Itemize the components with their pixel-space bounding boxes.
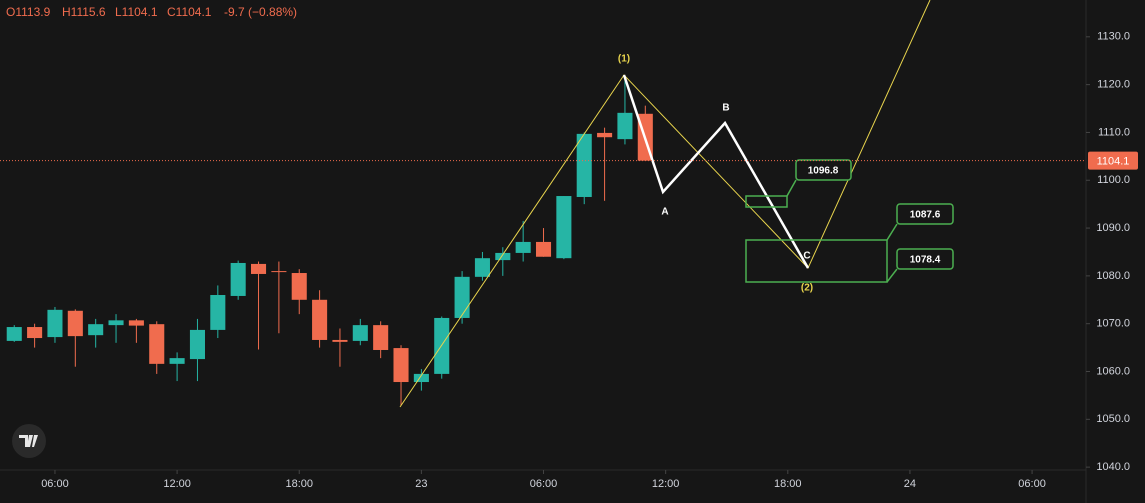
wave-line [399, 0, 931, 408]
header-change: -9.7 (−0.88%) [224, 5, 297, 19]
candle-body [515, 241, 531, 253]
x-tick-label: 12:00 [652, 478, 680, 490]
y-tick-label: 1130.0 [1097, 31, 1130, 43]
x-tick-label: 24 [904, 478, 916, 490]
y-tick-label: 1090.0 [1096, 222, 1130, 234]
candle-body [210, 295, 226, 330]
candle-body [597, 132, 613, 138]
candle-body [271, 271, 287, 273]
logo [12, 424, 46, 458]
candle-body [250, 263, 267, 274]
y-tick-label: 1120.0 [1097, 79, 1130, 91]
callout-box [896, 203, 954, 225]
candle-body [556, 196, 572, 259]
y-tick-label: 1050.0 [1096, 413, 1130, 425]
candle-body [535, 241, 552, 257]
callout-label: 1087.6 [910, 210, 941, 221]
candle-body [27, 327, 43, 339]
candle-body [454, 276, 470, 318]
candle-body [312, 299, 328, 340]
x-tick-label: 06:00 [1018, 478, 1046, 490]
candle-body [189, 329, 205, 360]
header-close: C1104.1 [167, 5, 212, 19]
callout-connector [886, 268, 898, 283]
x-tick-label: 18:00 [285, 478, 313, 490]
candle-body [413, 373, 429, 383]
candle-body [291, 273, 307, 300]
callout-connector [786, 179, 797, 197]
header-low: L1104.1 [115, 5, 158, 19]
header: O1113.9 H1115.6 L1104.1 C1104.1 -9.7 (−0… [6, 5, 297, 19]
candle-body [495, 252, 511, 261]
wave-label: (1) [618, 54, 630, 65]
candle-body [169, 358, 185, 364]
callout-label: 1078.4 [910, 255, 941, 266]
x-tick-label: 12:00 [163, 478, 191, 490]
target-box [745, 195, 788, 208]
callout-connector [886, 223, 898, 241]
candle-body [474, 258, 490, 277]
callout-box [896, 248, 954, 270]
candle-body [88, 324, 104, 336]
candle-body [128, 320, 144, 326]
candle-body [352, 325, 368, 341]
candle-body [617, 112, 633, 140]
callout-box [795, 159, 852, 181]
x-tick-label: 06:00 [530, 478, 558, 490]
candle-body [47, 309, 63, 338]
candle-body [108, 320, 124, 326]
y-tick-label: 1110.0 [1098, 126, 1130, 138]
candle-body [393, 348, 409, 383]
header-open: O1113.9 [6, 5, 51, 19]
target-box [745, 239, 888, 283]
candle-body [149, 324, 165, 364]
last-price-label: 1104.1 [1097, 156, 1130, 168]
y-tick-label: 1070.0 [1096, 318, 1130, 330]
candle-body [67, 310, 83, 337]
x-tick-label: 23 [415, 478, 427, 490]
y-tick-label: 1040.0 [1096, 461, 1130, 473]
header-high: H1115.6 [62, 5, 106, 19]
y-tick-label: 1080.0 [1096, 270, 1130, 282]
wave-label: (2) [801, 283, 813, 294]
wave-label: A [661, 207, 668, 218]
candle-body [332, 339, 348, 342]
x-tick-label: 06:00 [41, 478, 69, 490]
candle-body [6, 327, 22, 341]
y-tick-label: 1060.0 [1096, 365, 1130, 377]
last-price-box [1088, 151, 1138, 170]
candle-body [373, 325, 389, 350]
logo-mark [19, 435, 38, 447]
callout-label: 1096.8 [808, 166, 839, 177]
candle-body [230, 262, 246, 296]
wave-label: C [803, 251, 810, 262]
y-tick-label: 1100.0 [1097, 174, 1130, 186]
wave-label: B [722, 103, 729, 114]
candle-body [576, 133, 592, 197]
x-tick-label: 18:00 [774, 478, 802, 490]
